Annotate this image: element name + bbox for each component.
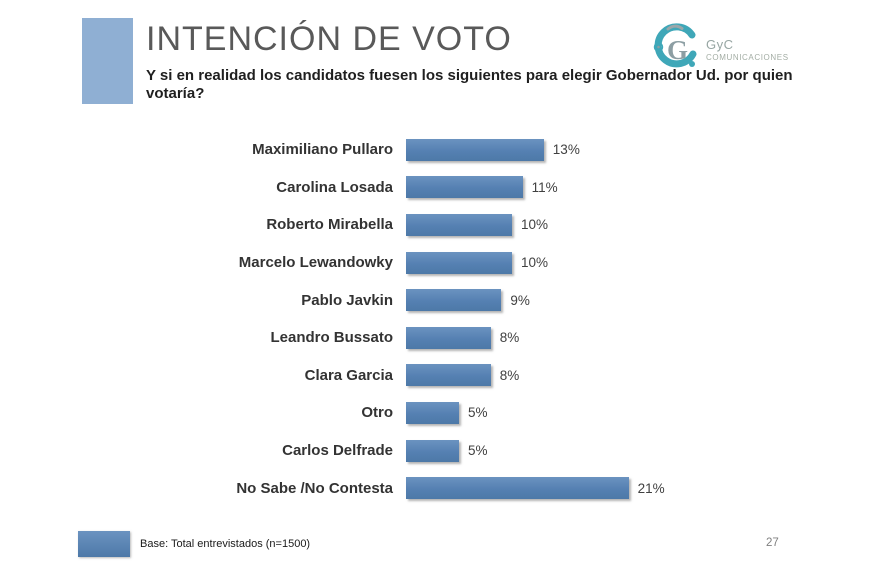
chart-row: Otro 5% bbox=[0, 394, 870, 432]
bar bbox=[406, 477, 629, 500]
value-label: 9% bbox=[510, 292, 530, 308]
chart-row: Leandro Bussato 8% bbox=[0, 319, 870, 357]
bar bbox=[406, 289, 502, 312]
category-label: Leandro Bussato bbox=[270, 329, 393, 347]
logo-subtext: COMUNICACIONES bbox=[706, 52, 789, 62]
category-label: No Sabe /No Contesta bbox=[236, 479, 393, 497]
slide-subtitle: Y si en realidad los candidatos fuesen l… bbox=[146, 66, 793, 103]
chart-row: Clara Garcia 8% bbox=[0, 357, 870, 395]
footer-legend-square bbox=[78, 531, 130, 557]
category-label: Carolina Losada bbox=[276, 178, 393, 196]
category-label: Clara Garcia bbox=[304, 366, 393, 384]
chart-row: Carolina Losada 11% bbox=[0, 169, 870, 207]
chart-row: Pablo Javkin 9% bbox=[0, 281, 870, 319]
value-label: 10% bbox=[521, 255, 549, 271]
category-label: Carlos Delfrade bbox=[282, 442, 393, 460]
logo-name: GyC bbox=[706, 36, 734, 52]
gyc-logo-text: GyC COMUNICACIONES bbox=[706, 34, 789, 62]
category-label: Marcelo Lewandowky bbox=[238, 254, 393, 272]
value-label: 8% bbox=[499, 330, 520, 346]
chart-row: Maximiliano Pullaro 13% bbox=[0, 131, 870, 169]
bar-chart: Maximiliano Pullaro 13% Carolina Losada 11%… bbox=[0, 131, 870, 507]
title-accent-square bbox=[82, 18, 133, 104]
value-label: 10% bbox=[521, 217, 549, 233]
svg-text:G: G bbox=[667, 35, 688, 65]
category-label: Roberto Mirabella bbox=[266, 216, 393, 234]
bar bbox=[406, 364, 491, 387]
value-label: 13% bbox=[552, 142, 580, 158]
bar bbox=[406, 401, 459, 424]
bar bbox=[406, 176, 523, 199]
category-label: Maximiliano Pullaro bbox=[252, 141, 393, 159]
category-label: Pablo Javkin bbox=[301, 291, 393, 309]
bar bbox=[406, 326, 491, 349]
category-label: Otro bbox=[361, 404, 393, 422]
chart-row: Carlos Delfrade 5% bbox=[0, 432, 870, 470]
footer-note: Base: Total entrevistados (n=1500) bbox=[140, 538, 311, 550]
gyc-logo-icon: G bbox=[653, 23, 697, 68]
bar bbox=[406, 213, 512, 236]
chart-row: No Sabe /No Contesta 21% bbox=[0, 469, 870, 507]
bar bbox=[406, 251, 512, 274]
bar bbox=[406, 138, 544, 161]
header: INTENCIÓN DE VOTO Y si en realidad los c… bbox=[146, 20, 816, 104]
value-label: 21% bbox=[637, 480, 665, 496]
chart-row: Marcelo Lewandowky 10% bbox=[0, 244, 870, 282]
chart-row: Roberto Mirabella 10% bbox=[0, 206, 870, 244]
value-label: 5% bbox=[468, 443, 488, 459]
value-label: 5% bbox=[468, 405, 488, 421]
value-label: 11% bbox=[531, 179, 558, 195]
bar bbox=[406, 439, 459, 462]
value-label: 8% bbox=[499, 367, 520, 383]
page-title: INTENCIÓN DE VOTO bbox=[146, 20, 512, 58]
gyc-logo: G GyC COMUNICACIONES bbox=[648, 22, 789, 74]
page-number: 27 bbox=[766, 537, 779, 549]
